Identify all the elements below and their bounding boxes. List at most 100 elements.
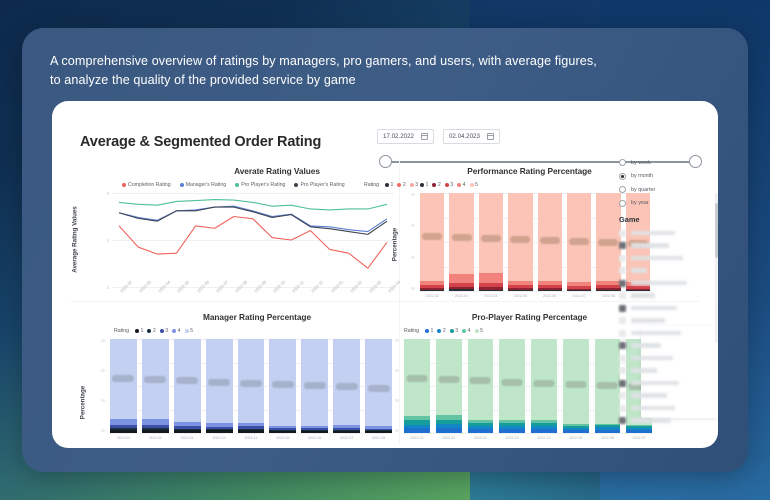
- calendar-icon[interactable]: [420, 133, 428, 140]
- rating-filter-manager[interactable]: Rating 1 2 3 4 5: [114, 328, 193, 334]
- bar-segment[interactable]: [626, 425, 652, 427]
- rating-legend-item[interactable]: 1: [420, 182, 428, 188]
- chart-performance-rating[interactable]: 2022-02 2022-03 2022-04 2022-05 2022-06 2022-…: [411, 193, 650, 298]
- game-list-item[interactable]: [619, 304, 714, 312]
- rating-legend-item[interactable]: 5: [184, 328, 193, 334]
- game-list-item[interactable]: [619, 392, 714, 399]
- bar-segment[interactable]: [110, 430, 137, 433]
- bar-segment[interactable]: [237, 430, 265, 433]
- bar-column[interactable]: [269, 339, 297, 433]
- rating-legend-item[interactable]: 3: [444, 182, 453, 188]
- bar-segment[interactable]: [566, 290, 592, 291]
- bar-segment[interactable]: [499, 428, 525, 433]
- bar-segment[interactable]: [237, 428, 265, 431]
- slider-handle-start[interactable]: [379, 155, 392, 168]
- bar-column[interactable]: [508, 193, 533, 291]
- game-list-item[interactable]: [619, 279, 714, 287]
- bar-segment[interactable]: [435, 419, 462, 425]
- bar-segment[interactable]: [467, 428, 494, 433]
- checkbox-icon[interactable]: [619, 242, 626, 249]
- rating-legend-item[interactable]: 3: [449, 328, 458, 334]
- bar-segment[interactable]: [435, 415, 462, 420]
- rating-legend-item[interactable]: 1: [135, 328, 143, 334]
- bar-segment[interactable]: [531, 419, 557, 423]
- bar-column[interactable]: [420, 193, 445, 291]
- bar-segment[interactable]: [205, 428, 233, 431]
- checkbox-icon[interactable]: [619, 229, 626, 237]
- bar-segment[interactable]: [625, 193, 650, 283]
- period-option-by-quarter[interactable]: by quarter: [619, 186, 714, 193]
- bar-segment[interactable]: [404, 420, 430, 425]
- bar-column[interactable]: [333, 339, 361, 433]
- bar-segment[interactable]: [594, 423, 621, 426]
- bar-segment[interactable]: [508, 290, 533, 291]
- bar-segment[interactable]: [365, 426, 392, 429]
- bar-column[interactable]: [435, 339, 462, 433]
- period-option-by-week[interactable]: by week: [619, 159, 714, 166]
- bar-segment[interactable]: [205, 422, 233, 427]
- checkbox-icon[interactable]: [619, 329, 626, 337]
- chart-manager-rating[interactable]: 2023-03 2023-02 2023-01 2022-10 2022-11 2022-…: [101, 339, 392, 440]
- rating-filter-top[interactable]: Rating 1 2 3: [364, 182, 418, 188]
- bar-column[interactable]: [365, 339, 392, 433]
- bar-segment[interactable]: [508, 280, 533, 286]
- bar-segment[interactable]: [566, 281, 592, 286]
- bar-segment[interactable]: [269, 426, 297, 429]
- rating-legend-item[interactable]: 4: [462, 328, 471, 334]
- bar-segment[interactable]: [562, 424, 589, 426]
- bar-segment[interactable]: [594, 427, 621, 430]
- chart-pro-player-rating[interactable]: 2023-03 2023-02 2023-01 2022-10 2022-12 2022-…: [395, 339, 652, 440]
- rating-legend-item[interactable]: 1: [425, 328, 433, 334]
- date-to-field[interactable]: 02.04.2023: [442, 129, 500, 144]
- bar-segment[interactable]: [566, 193, 592, 282]
- bar-segment[interactable]: [269, 429, 297, 431]
- checkbox-icon[interactable]: [619, 342, 626, 349]
- rating-legend-item[interactable]: 1: [385, 182, 393, 188]
- bar-segment[interactable]: [566, 288, 592, 291]
- bar-segment[interactable]: [596, 193, 621, 282]
- bar-segment[interactable]: [625, 285, 650, 289]
- checkbox-icon[interactable]: [619, 354, 626, 362]
- radio-icon[interactable]: [619, 172, 626, 180]
- bar-column[interactable]: [141, 339, 169, 433]
- game-list-item[interactable]: [619, 354, 714, 362]
- bar-segment[interactable]: [596, 290, 621, 291]
- bar-segment[interactable]: [173, 428, 201, 431]
- rating-legend-item[interactable]: 2: [437, 328, 446, 334]
- bar-segment[interactable]: [404, 428, 430, 433]
- bar-segment[interactable]: [269, 430, 297, 433]
- bar-segment[interactable]: [205, 430, 233, 433]
- bar-segment[interactable]: [467, 419, 494, 423]
- bar-segment[interactable]: [562, 427, 589, 430]
- period-option-by-month[interactable]: by month: [619, 172, 714, 180]
- checkbox-icon[interactable]: [619, 379, 626, 387]
- bar-segment[interactable]: [141, 424, 169, 428]
- bar-segment[interactable]: [333, 430, 361, 432]
- bar-segment[interactable]: [566, 285, 592, 289]
- bar-column[interactable]: [110, 339, 137, 433]
- bar-segment[interactable]: [508, 285, 533, 289]
- bar-segment[interactable]: [420, 284, 445, 288]
- bar-segment[interactable]: [562, 429, 589, 433]
- game-list-item[interactable]: [619, 379, 714, 387]
- bar-segment[interactable]: [333, 428, 361, 431]
- bar-segment[interactable]: [478, 273, 504, 284]
- radio-icon[interactable]: [619, 159, 626, 166]
- slider-handle-end[interactable]: [689, 155, 702, 168]
- game-list-item[interactable]: [619, 329, 714, 337]
- bar-segment[interactable]: [333, 339, 361, 426]
- date-from-field[interactable]: 17.02.2022: [377, 129, 434, 144]
- bar-segment[interactable]: [531, 339, 557, 420]
- checkbox-icon[interactable]: [619, 279, 626, 287]
- rating-legend-item[interactable]: 2: [397, 182, 406, 188]
- bar-segment[interactable]: [301, 427, 329, 430]
- bar-segment[interactable]: [141, 418, 169, 425]
- bar-segment[interactable]: [449, 289, 474, 291]
- bar-segment[interactable]: [237, 426, 265, 429]
- bar-segment[interactable]: [435, 424, 462, 429]
- bar-segment[interactable]: [537, 288, 562, 291]
- checkbox-icon[interactable]: [619, 367, 626, 374]
- chart-average-rating-values[interactable]: 5 4 3 2022-02 2022-03 2022-04 2022-05 2022-06 20…: [107, 191, 402, 294]
- bar-segment[interactable]: [173, 422, 201, 427]
- bar-segment[interactable]: [537, 290, 562, 291]
